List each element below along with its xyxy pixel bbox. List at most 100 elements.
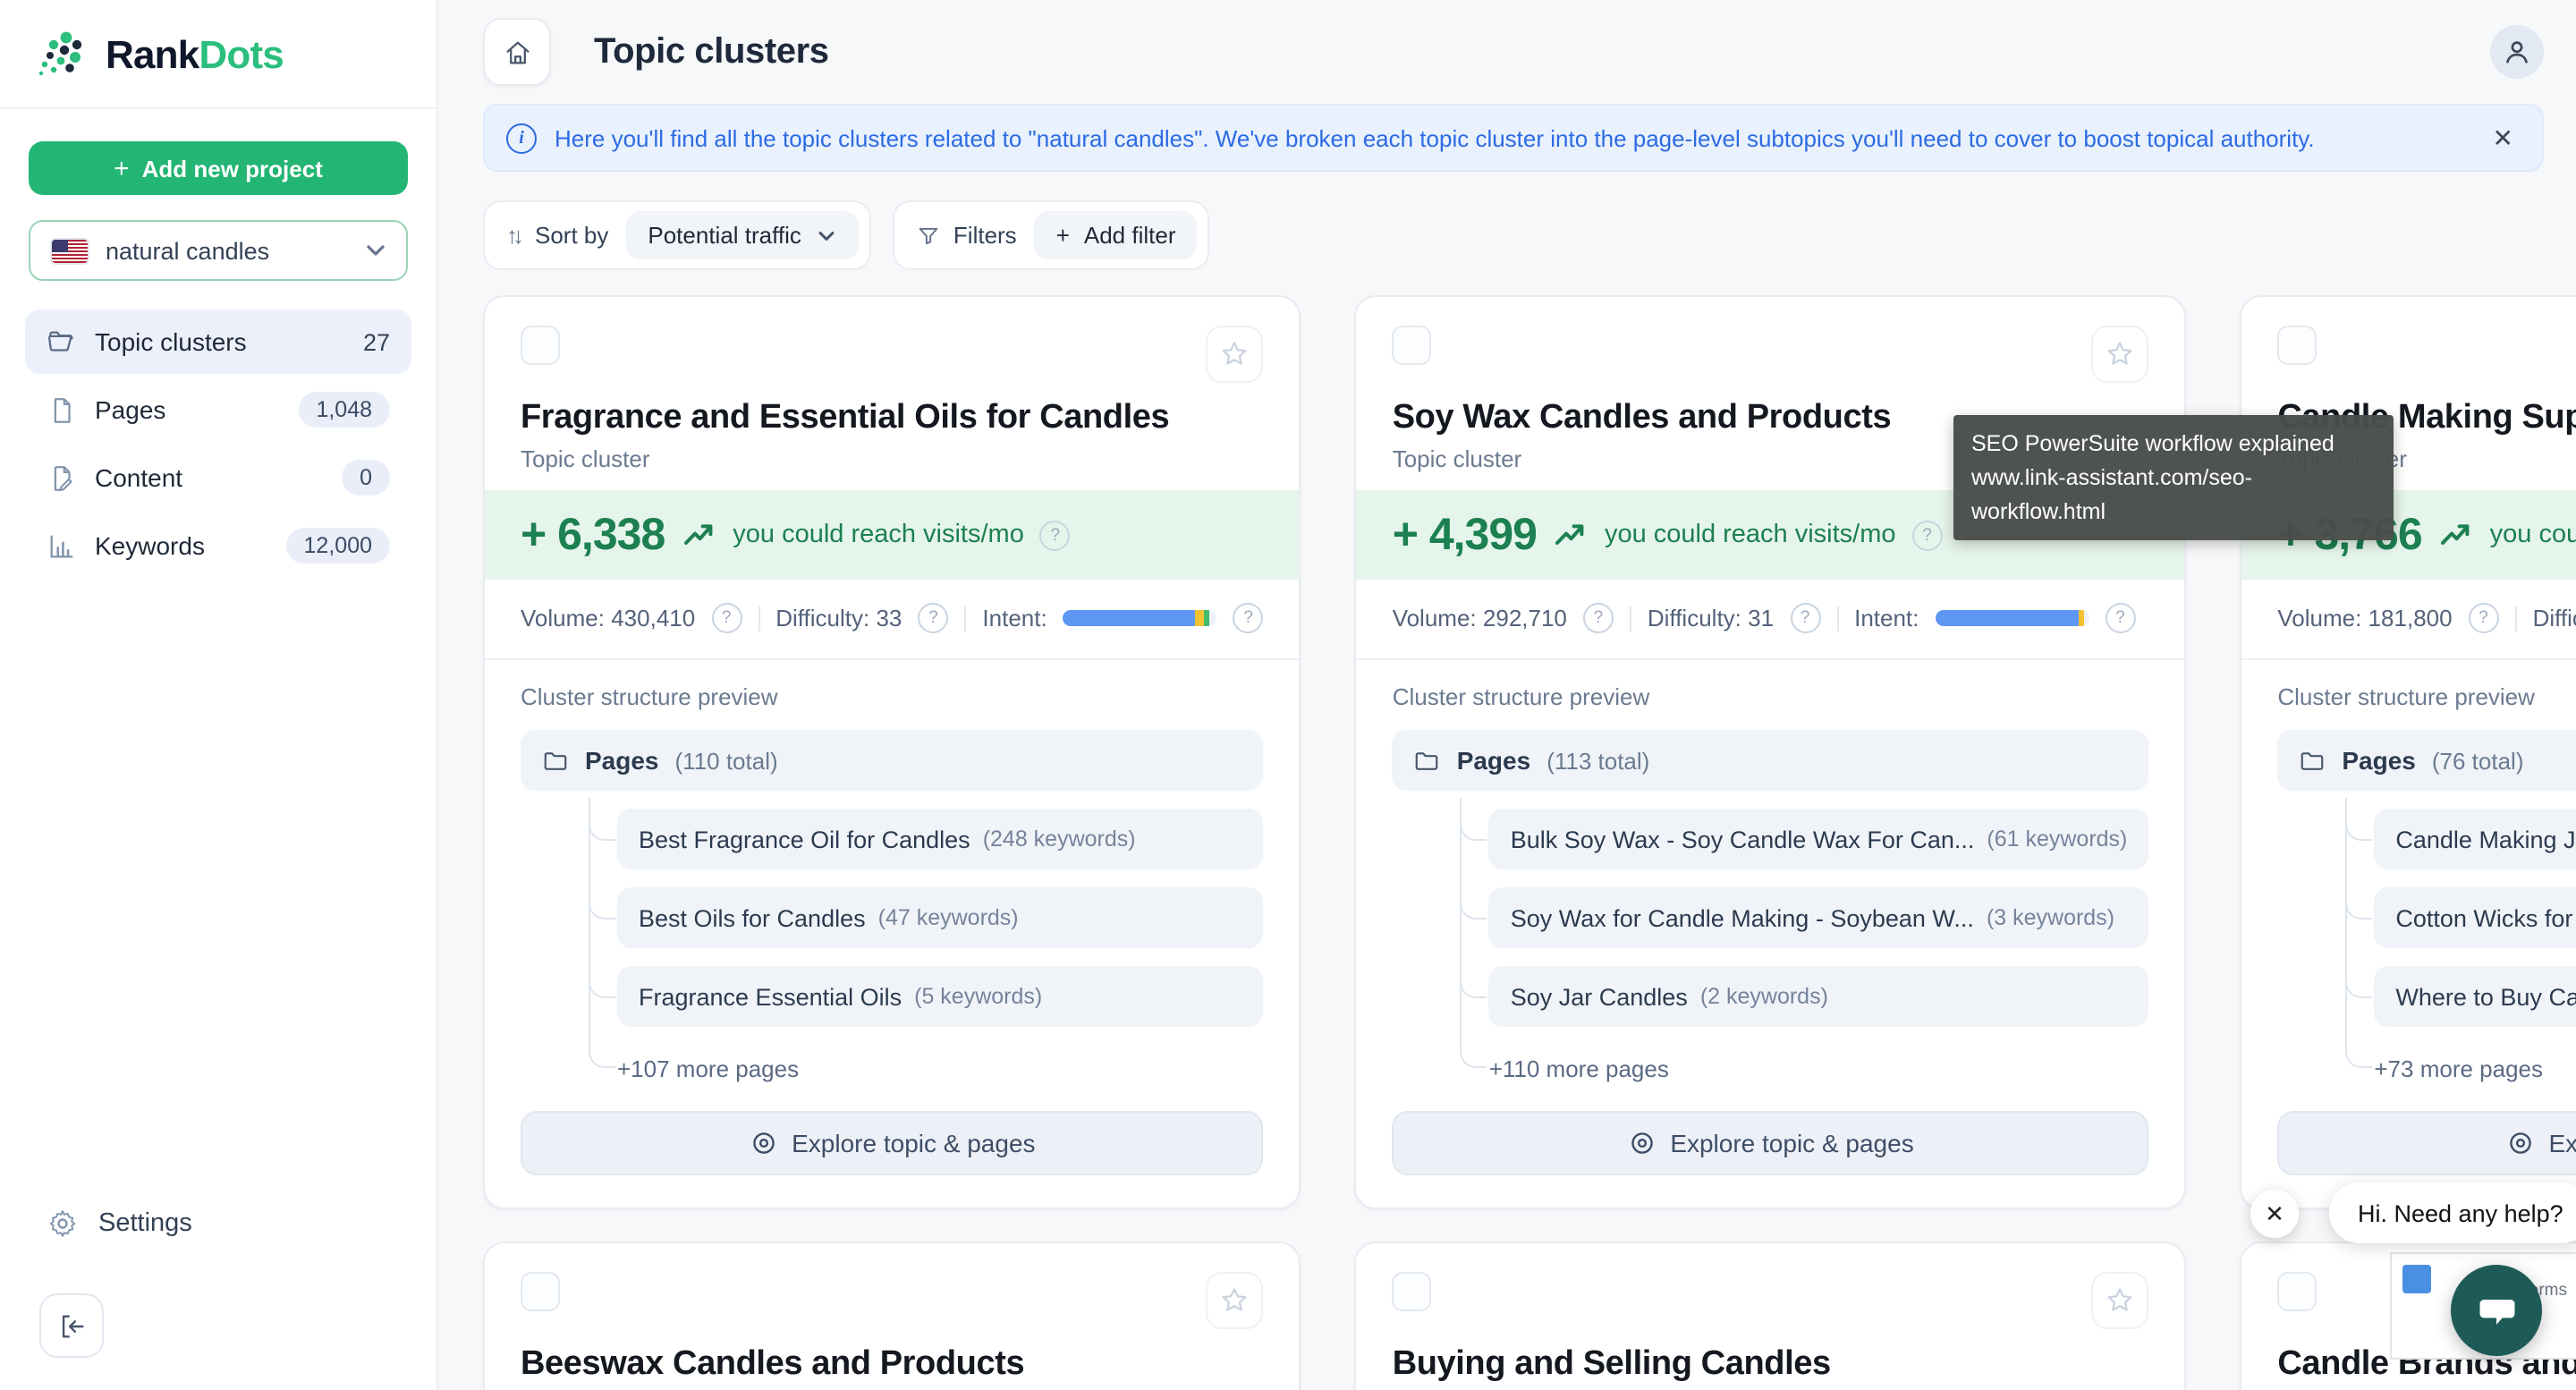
page-name: Where to Buy Candle Wax <box>2395 983 2576 1010</box>
info-banner-text: Here you'll find all the topic clusters … <box>555 124 2315 151</box>
sidebar-item-label: Topic clusters <box>95 327 247 356</box>
page-row[interactable]: Fragrance Essential Oils (5 keywords) <box>588 966 1264 1027</box>
eye-icon <box>752 1132 774 1154</box>
explore-topic-button[interactable]: Explore topic & pages <box>1392 1111 2149 1175</box>
volume-stat: Volume: 430,410 <box>521 605 696 631</box>
difficulty-stat: Difficulty: 31 <box>1647 605 1775 631</box>
card-top-row <box>2277 1272 2576 1329</box>
brand-logo: RankDots <box>0 0 436 107</box>
home-button[interactable] <box>483 18 551 86</box>
project-selector[interactable]: natural candles <box>29 220 408 281</box>
more-pages-link[interactable]: +73 more pages <box>2345 1040 2576 1086</box>
intent-segment <box>1935 610 2079 626</box>
add-filter-button[interactable]: + Add filter <box>1034 211 1198 259</box>
card-top-row <box>521 1272 1264 1329</box>
cluster-preview-heading: Cluster structure preview <box>2277 683 2535 710</box>
chat-greeting-bubble[interactable]: Hi. Need any help? <box>2329 1182 2576 1243</box>
page-name: Candle Making Jars <box>2395 826 2576 852</box>
card-checkbox[interactable] <box>2277 1272 2318 1311</box>
page-row[interactable]: Cotton Wicks for Candles (5 keywords) <box>2345 887 2576 948</box>
filters-label: Filters <box>916 222 1017 249</box>
potential-traffic-band: + 6,338 you could reach visits/mo ? <box>485 490 1300 580</box>
more-pages-link[interactable]: +110 more pages <box>1460 1040 2149 1086</box>
page-name: Best Oils for Candles <box>639 904 866 931</box>
cluster-stats-row: Volume: 181,800 ? Difficulty: 32 ? Inten… <box>2277 603 2576 633</box>
cluster-preview-heading: Cluster structure preview <box>1392 683 1650 710</box>
help-icon[interactable]: ? <box>711 603 742 633</box>
favorite-button[interactable] <box>2091 1272 2149 1329</box>
page-row[interactable]: Bulk Soy Wax - Soy Candle Wax For Can...… <box>1460 809 2149 869</box>
cluster-subtitle: Topic cluster <box>521 445 650 472</box>
help-icon[interactable]: ? <box>2105 603 2136 633</box>
page-keyword-count: (248 keywords) <box>982 826 1136 852</box>
sidebar-item-content[interactable]: Content 0 <box>25 445 411 510</box>
home-icon <box>505 40 529 64</box>
chat-bubble-icon <box>2479 1299 2514 1324</box>
difficulty-stat: Difficulty: 33 <box>775 605 902 631</box>
volume-stat: Volume: 292,710 <box>1392 605 1567 631</box>
collapse-sidebar-button[interactable] <box>39 1293 104 1358</box>
help-icon[interactable]: ? <box>1233 603 1264 633</box>
sidebar-item-pages[interactable]: Pages 1,048 <box>25 377 411 442</box>
stat-divider <box>2514 606 2517 631</box>
explore-topic-button[interactable]: Explore topic & pages <box>521 1111 1264 1175</box>
page-row[interactable]: Candle Making Jars (25 keywords) <box>2345 809 2576 869</box>
favorite-button[interactable] <box>1206 326 1264 383</box>
card-checkbox[interactable] <box>2277 326 2318 365</box>
help-icon[interactable]: ? <box>1582 603 1614 633</box>
chevron-down-icon <box>818 231 835 240</box>
card-checkbox[interactable] <box>521 326 560 365</box>
card-checkbox[interactable] <box>1392 326 1432 365</box>
file-icon <box>54 397 71 422</box>
page-name: Best Fragrance Oil for Candles <box>639 826 970 852</box>
main-content: Topic clusters i Here you'll find all th… <box>438 0 2576 1390</box>
favorite-button[interactable] <box>1206 1272 1264 1329</box>
page-row[interactable]: Best Fragrance Oil for Candles (248 keyw… <box>588 809 1264 869</box>
chat-launcher-button[interactable] <box>2451 1265 2542 1356</box>
sidebar-item-topic-clusters[interactable]: Topic clusters 27 <box>25 309 411 374</box>
pages-tree: Bulk Soy Wax - Soy Candle Wax For Can...… <box>1393 798 2149 1086</box>
help-icon[interactable]: ? <box>1911 520 1943 550</box>
help-icon[interactable]: ? <box>918 603 949 633</box>
page-row[interactable]: Soy Wax for Candle Making - Soybean W...… <box>1460 887 2149 948</box>
cluster-preview: Cluster structure preview Pages (110 tot… <box>485 658 1300 1175</box>
intent-label: Intent: <box>1854 605 1919 631</box>
banner-close-icon[interactable]: ✕ <box>2492 123 2513 151</box>
help-icon[interactable]: ? <box>1790 603 1821 633</box>
favorite-button[interactable] <box>2091 326 2149 383</box>
page-keyword-count: (47 keywords) <box>877 905 1019 930</box>
intent-segment <box>1063 610 1196 626</box>
folder-open-icon <box>47 330 73 351</box>
card-checkbox[interactable] <box>521 1272 560 1311</box>
add-project-label: Add new project <box>141 155 323 182</box>
more-pages-link[interactable]: +107 more pages <box>588 1040 1264 1086</box>
cluster-subtitle: Topic cluster <box>1392 445 1522 472</box>
pages-folder-row[interactable]: Pages (110 total) <box>521 730 1264 791</box>
add-new-project-button[interactable]: + Add new project <box>29 141 408 195</box>
help-icon[interactable]: ? <box>2468 603 2499 633</box>
sidebar-item-count-badge: 0 <box>342 460 390 496</box>
card-checkbox[interactable] <box>1392 1272 1432 1311</box>
user-avatar-button[interactable] <box>2490 25 2544 79</box>
pages-folder-row[interactable]: Pages (113 total) <box>1392 730 2149 791</box>
page-row[interactable]: Where to Buy Candle Wax (36 keywords) <box>2345 966 2576 1027</box>
star-icon <box>1223 342 1248 365</box>
trend-up-icon <box>2440 524 2470 545</box>
pages-label: Pages <box>1456 746 1531 775</box>
explore-topic-label: Explore topic & pages <box>1670 1129 1914 1157</box>
pages-folder-row[interactable]: Pages (76 total) <box>2277 730 2576 791</box>
explore-topic-button[interactable]: Explore topic & pages <box>2277 1111 2576 1175</box>
help-icon[interactable]: ? <box>1039 520 1071 550</box>
cluster-title: Buying and Selling Candles <box>1392 1345 1831 1383</box>
explore-topic-label: Explore topic & pages <box>792 1129 1036 1157</box>
intent-segment <box>1204 610 1210 626</box>
page-row[interactable]: Soy Jar Candles (2 keywords) <box>1460 966 2149 1027</box>
page-row[interactable]: Best Oils for Candles (47 keywords) <box>588 887 1264 948</box>
sidebar-item-keywords[interactable]: Keywords 12,000 <box>25 513 411 578</box>
chat-dismiss-button[interactable]: ✕ <box>2250 1190 2299 1238</box>
page-name: Soy Jar Candles <box>1510 983 1688 1010</box>
topic-cluster-card: Fragrance and Essential Oils for Candles… <box>483 295 1301 1209</box>
sort-value-dropdown[interactable]: Potential traffic <box>626 211 859 259</box>
sidebar-item-settings[interactable]: Settings <box>0 1193 436 1254</box>
project-selector-value: natural candles <box>106 237 270 264</box>
